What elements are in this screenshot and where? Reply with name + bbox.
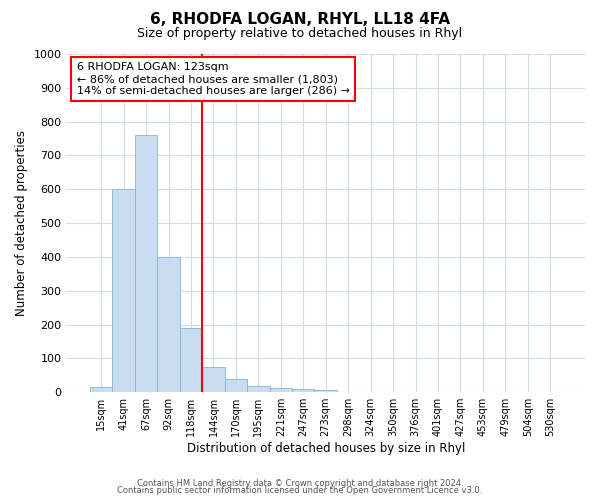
Text: Contains HM Land Registry data © Crown copyright and database right 2024.: Contains HM Land Registry data © Crown c… [137,478,463,488]
Bar [157,257,180,392]
Bar [112,190,135,392]
Bar [90,387,112,392]
Bar [269,388,292,392]
X-axis label: Distribution of detached houses by size in Rhyl: Distribution of detached houses by size … [187,442,465,455]
Bar [135,135,157,392]
Text: Contains public sector information licensed under the Open Government Licence v3: Contains public sector information licen… [118,486,482,495]
Bar [224,378,247,392]
Text: Size of property relative to detached houses in Rhyl: Size of property relative to detached ho… [137,28,463,40]
Bar [292,389,314,392]
Bar [202,367,224,392]
Y-axis label: Number of detached properties: Number of detached properties [15,130,28,316]
Bar [180,328,202,392]
Text: 6 RHODFA LOGAN: 123sqm
← 86% of detached houses are smaller (1,803)
14% of semi-: 6 RHODFA LOGAN: 123sqm ← 86% of detached… [77,62,350,96]
Bar [247,386,269,392]
Text: 6, RHODFA LOGAN, RHYL, LL18 4FA: 6, RHODFA LOGAN, RHYL, LL18 4FA [150,12,450,28]
Bar [314,390,337,392]
